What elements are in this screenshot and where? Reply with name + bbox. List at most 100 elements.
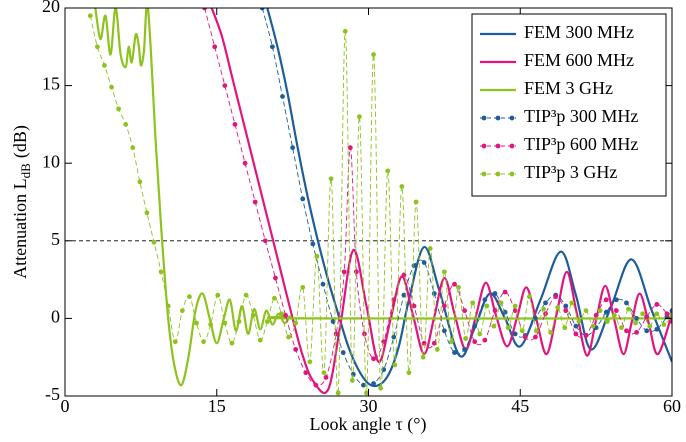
data-point [236,319,242,324]
data-point [202,8,208,11]
data-point [613,308,619,314]
data-point [633,320,638,326]
data-point [286,334,291,340]
data-point [212,44,218,50]
data-point [413,199,419,205]
x-tick-label: 15 [208,396,226,416]
series-line [204,8,672,386]
legend-marker [481,115,487,121]
data-point [441,269,447,275]
plot-area [87,8,672,396]
y-label-suffix: (dB) [10,125,31,158]
data-point [310,241,316,247]
data-point [123,122,129,127]
data-point [144,210,150,216]
data-point [172,339,178,345]
data-point [290,145,296,151]
data-point [491,323,497,329]
data-point [583,308,589,314]
data-point [664,311,670,317]
data-point [399,184,405,189]
data-point [498,300,504,306]
data-point [264,319,270,324]
data-point [222,320,228,326]
data-point [208,322,214,328]
data-point [342,28,348,34]
data-point [492,308,498,314]
data-point [669,319,672,324]
data-point [307,359,313,365]
data-point [243,292,249,298]
data-point [611,312,617,318]
legend-marker [481,143,487,149]
data-point [335,390,341,396]
data-point [452,350,457,355]
data-point [603,309,609,315]
legend-label: TIP³p 600 MHz [524,134,638,154]
data-point [654,311,660,317]
data-point [482,297,488,303]
legend-label: TIP³p 300 MHz [524,106,638,126]
data-point [328,176,334,182]
data-point [371,356,376,362]
data-point [411,263,417,269]
data-point [583,333,589,338]
data-point [563,308,569,314]
data-point [87,13,93,19]
data-point [109,84,114,90]
data-point [522,334,528,340]
data-point [333,331,339,337]
data-point [94,44,100,50]
data-point [634,316,639,321]
data-point [624,328,629,334]
data-point [526,294,532,300]
y-tick-label: -5 [45,384,60,404]
data-point [502,289,508,295]
data-point [259,8,265,11]
data-point [362,331,367,337]
legend-marker [481,171,487,177]
series-line [266,8,672,388]
data-point [313,382,319,388]
data-point [463,336,469,341]
x-tick-label: 0 [61,396,70,416]
data-point [431,291,437,296]
data-point [165,303,171,309]
data-point [314,253,320,259]
data-point [456,284,461,290]
data-point [411,303,417,309]
data-point [573,323,579,329]
data-point [569,300,575,306]
data-point [406,370,412,376]
legend-label: TIP³p 3 GHz [524,162,617,182]
legend-marker [495,143,501,149]
data-point [349,378,355,383]
legend-marker [495,115,501,121]
data-point [505,325,511,331]
data-point [353,269,359,275]
data-point [604,319,610,324]
data-point [590,323,596,329]
data-point [421,340,427,346]
data-point [431,340,437,346]
data-point [541,306,546,312]
legend-marker [495,171,501,177]
data-point [555,305,561,310]
data-point [385,168,391,174]
data-point [215,292,221,298]
data-point [477,331,483,337]
data-point [634,329,639,335]
data-point [116,106,122,112]
data-point [179,308,185,314]
y-tick-label: 0 [51,307,60,327]
y-label-text: Attenuation L [10,178,30,278]
data-point [252,199,258,205]
data-point [381,339,387,345]
data-point [378,385,384,391]
data-point [347,145,353,151]
data-point [137,179,143,185]
data-point [449,339,454,345]
data-point [452,281,457,287]
data-point [654,326,660,332]
